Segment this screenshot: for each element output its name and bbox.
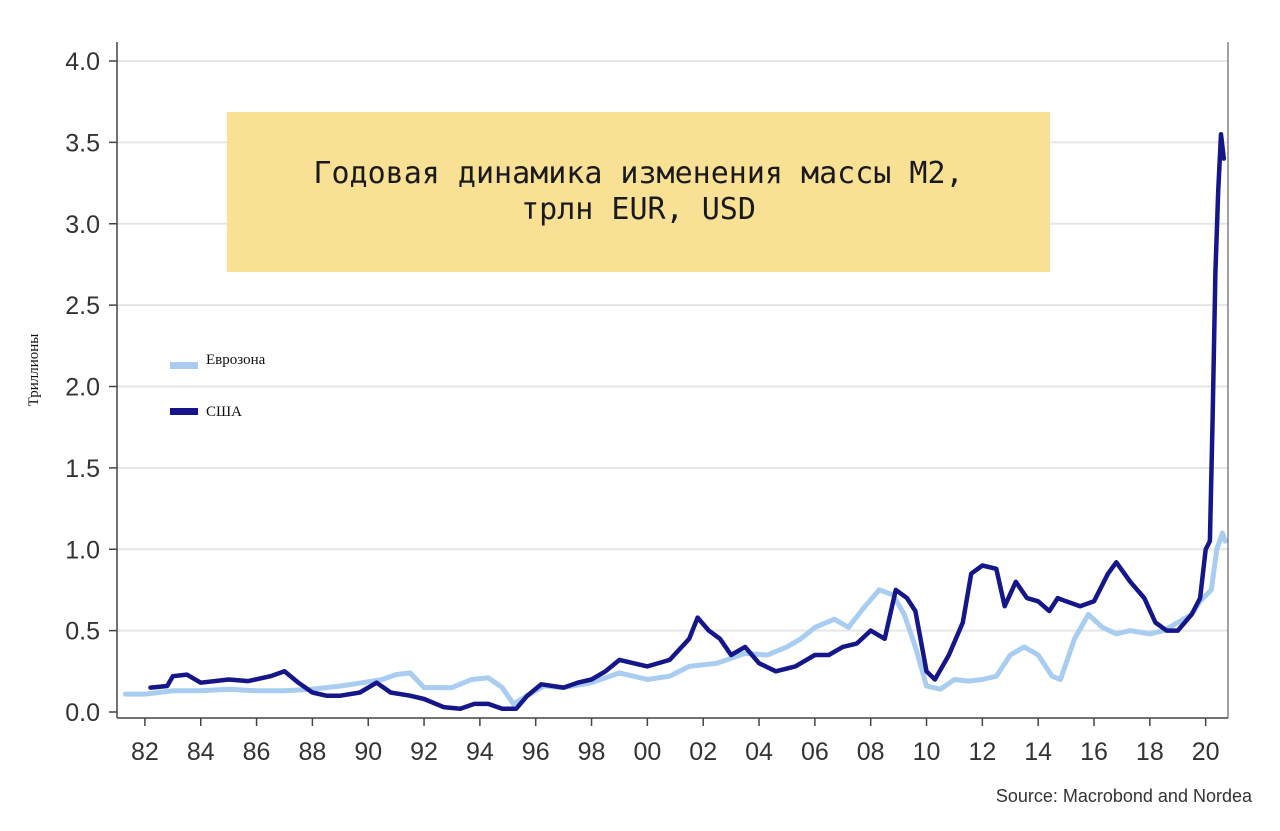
- y-tick-label: 3.0: [65, 211, 100, 239]
- x-tick-label: 02: [689, 738, 717, 766]
- x-tick-label: 20: [1192, 738, 1220, 766]
- x-tick-label: 84: [187, 738, 215, 766]
- series-line-eurozone: [122, 530, 1228, 707]
- chart-title-box: Годовая динамика изменения массы M2, трл…: [227, 112, 1050, 272]
- y-tick-label: 3.5: [65, 129, 100, 157]
- chart-title-line-2: трлн EUR, USD: [521, 192, 756, 227]
- legend-label-usa: США: [206, 404, 242, 420]
- x-tick-label: 04: [745, 738, 773, 766]
- y-tick-label: 1.5: [65, 455, 100, 483]
- x-tick-label: 98: [578, 738, 606, 766]
- legend-swatch-usa: [170, 408, 198, 415]
- x-tick-label: 14: [1024, 738, 1052, 766]
- y-tick-label: 0.5: [65, 618, 100, 646]
- series-layer: [122, 131, 1228, 711]
- x-tick-labels: 82 84 86 88 90 92 94 96 98 00 02 04 06 08 10 12 14 16 18 20: [131, 718, 1220, 766]
- x-tick-label: 82: [131, 738, 159, 766]
- y-tick-label: 2.5: [65, 292, 100, 320]
- x-tick-label: 94: [466, 738, 494, 766]
- x-tick-label: 06: [801, 738, 829, 766]
- x-tick-label: 96: [522, 738, 550, 766]
- y-tick-label: 0.0: [65, 699, 100, 727]
- legend-label-eurozone: Еврозона: [206, 352, 266, 368]
- x-tick-label: 88: [298, 738, 326, 766]
- x-tick-label: 92: [410, 738, 438, 766]
- axes: [116, 42, 1229, 719]
- y-tick-label: 2.0: [65, 374, 100, 402]
- series-line-usa: [148, 131, 1227, 711]
- x-tick-label: 90: [354, 738, 382, 766]
- x-tick-label: 10: [913, 738, 941, 766]
- legend: Еврозона США: [170, 352, 266, 420]
- y-tick-label: 4.0: [65, 48, 100, 76]
- x-tick-label: 12: [968, 738, 996, 766]
- x-tick-label: 86: [243, 738, 271, 766]
- chart-title-line-1: Годовая динамика изменения массы M2,: [313, 156, 964, 191]
- y-tick-labels: 0.0 0.5 1.0 1.5 2.0 2.5 3.0 3.5 4.0: [65, 48, 117, 727]
- source-note: Source: Macrobond and Nordea: [995, 786, 1252, 806]
- legend-swatch-eurozone: [170, 362, 198, 369]
- x-tick-label: 00: [633, 738, 661, 766]
- x-tick-label: 08: [857, 738, 885, 766]
- x-tick-label: 18: [1136, 738, 1164, 766]
- x-tick-label: 16: [1080, 738, 1108, 766]
- y-axis-label: Триллионы: [26, 334, 42, 407]
- y-tick-label: 1.0: [65, 536, 100, 564]
